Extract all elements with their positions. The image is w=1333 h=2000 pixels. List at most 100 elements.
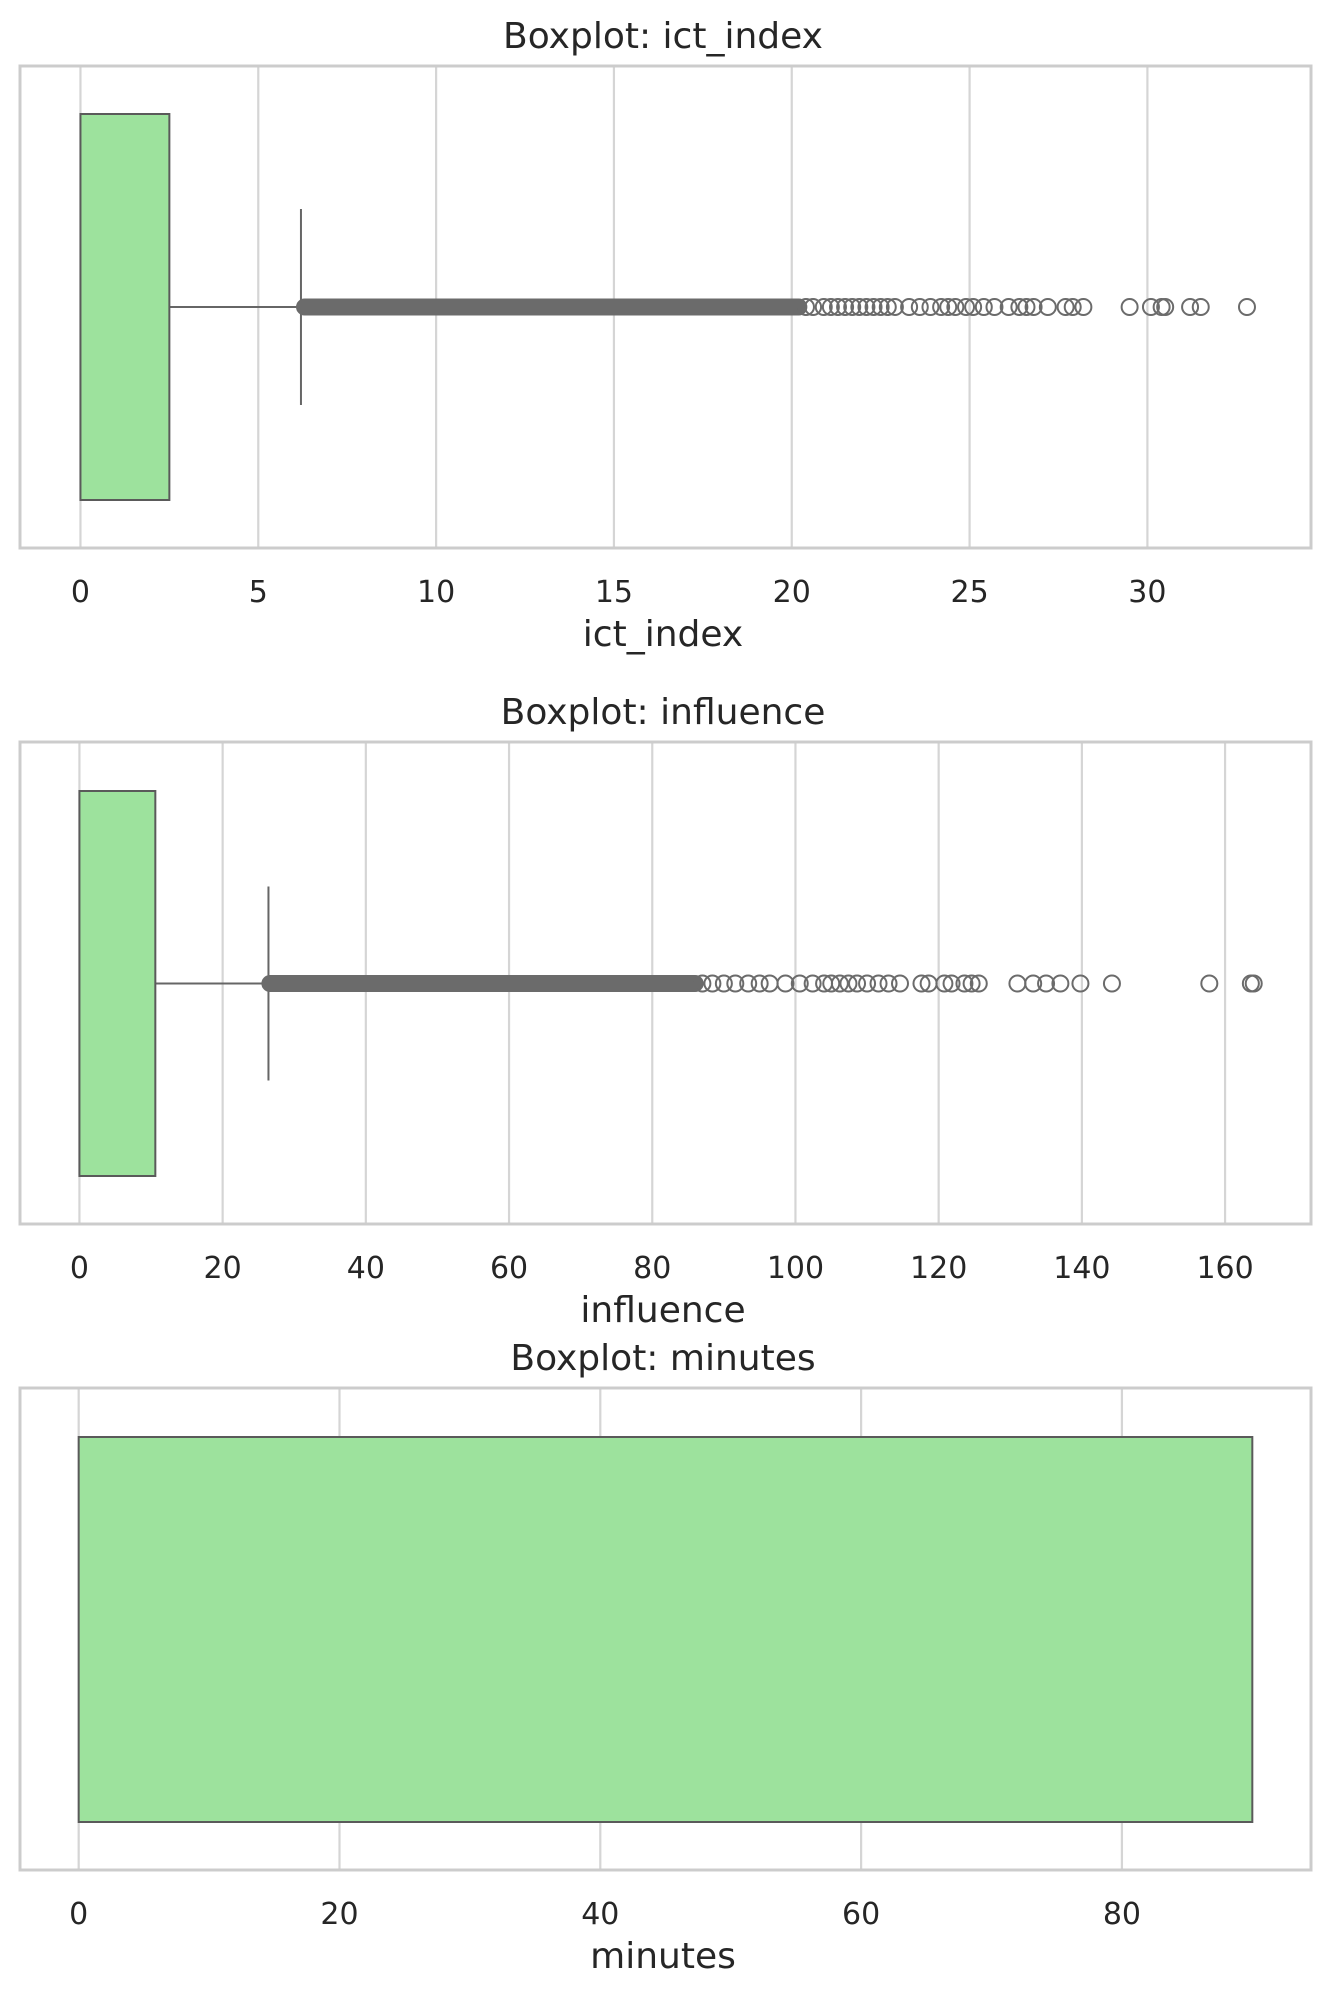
outlier-point [910,298,929,316]
outlier-point [693,974,712,993]
outlier-point [858,974,877,993]
outlier-cluster [296,298,808,316]
outlier-point [890,974,909,993]
outlier-point [955,974,974,993]
outlier-point [1017,298,1036,316]
outlier-point [885,298,904,316]
outlier-point [1024,974,1043,993]
x-axis-label: minutes [590,1936,736,1977]
chart-title: Boxplot: ict_index [503,16,823,57]
outlier-point [942,974,961,993]
outlier-point [1152,298,1171,316]
box [78,790,157,1177]
x-tick-label: 20 [320,1897,358,1932]
x-tick-label: 60 [490,1251,528,1286]
outlier-point [843,298,862,316]
outlier-point [790,974,809,993]
outlier-point [871,298,890,316]
outlier-point [999,298,1018,316]
x-tick-label: 20 [773,575,811,610]
outlier-point [839,974,858,993]
outlier-point [974,298,993,316]
outlier-point [739,974,758,993]
outlier-point [776,974,795,993]
outlier-point [985,298,1004,316]
outlier-point [821,298,840,316]
outlier-point [1038,298,1057,316]
x-tick-label: 30 [1128,575,1166,610]
outlier-point [957,298,976,316]
outlier-point [814,298,833,316]
outlier-point [1237,298,1256,316]
box [77,1436,1254,1823]
x-tick-label: 80 [1103,1897,1141,1932]
plot-frame [18,1386,1313,1872]
outlier-point [932,298,951,316]
outlier-point [1056,298,1075,316]
outlier-point [822,974,841,993]
outlier-point [848,974,867,993]
x-tick-label: 80 [633,1251,671,1286]
outlier-point [1102,974,1121,993]
outlier-point [850,298,869,316]
x-axis-label: ict_index [583,614,743,655]
outlier-point [878,298,897,316]
outlier-point [714,974,733,993]
outlier-point [857,298,876,316]
x-tick-label: 15 [595,575,633,610]
x-tick-label: 40 [581,1897,619,1932]
outlier-point [962,974,981,993]
chart-title: Boxplot: minutes [510,1338,815,1379]
x-tick-label: 140 [1053,1251,1110,1286]
plot-frame [18,64,1313,550]
x-tick-label: 60 [842,1897,880,1932]
chart-title: Boxplot: influence [501,692,826,733]
box [79,113,171,501]
x-tick-label: 0 [70,1251,89,1286]
x-tick-label: 160 [1196,1251,1253,1286]
x-tick-label: 25 [950,575,988,610]
x-tick-label: 120 [910,1251,967,1286]
outlier-point [912,974,931,993]
outlier-point [1141,298,1160,316]
outlier-point [1024,298,1043,316]
outlier-point [726,974,745,993]
x-axis-label: influence [580,1290,745,1331]
outlier-point [804,298,823,316]
outlier-point [1074,298,1093,316]
plot-frame [18,740,1313,1226]
x-tick-label: 20 [204,1251,242,1286]
outlier-point [1200,974,1219,993]
outlier-point [803,974,822,993]
outlier-point [1120,298,1139,316]
outlier-point [1244,974,1263,993]
outlier-point [864,298,883,316]
outlier-point [830,974,849,993]
outlier-point [935,974,954,993]
x-tick-label: 10 [417,575,455,610]
outlier-point [939,298,958,316]
outlier-point [1181,298,1200,316]
x-tick-label: 100 [767,1251,824,1286]
outlier-point [1191,298,1210,316]
outlier-point [1051,974,1070,993]
outlier-point [796,298,815,316]
outlier-point [946,298,965,316]
x-tick-label: 0 [71,575,90,610]
outlier-point [921,298,940,316]
outlier-point [750,974,769,993]
outlier-point [1037,974,1056,993]
boxplot-minutes-panel: 0 20 40 60 80 Boxplot: minutes minutes [18,1338,1313,1977]
outlier-point [1010,298,1029,316]
outlier-point [969,974,988,993]
outlier-point [703,974,722,993]
outlier-point [836,298,855,316]
x-tick-label: 5 [249,575,268,610]
outlier-point [760,974,779,993]
boxplot-influence-panel: 0 20 40 60 80 100 120 140 160 Boxplot: influence i… [18,692,1313,1331]
outlier-point [964,298,983,316]
x-tick-label: 40 [347,1251,385,1286]
outlier-point [869,974,888,993]
outlier-point [828,298,847,316]
